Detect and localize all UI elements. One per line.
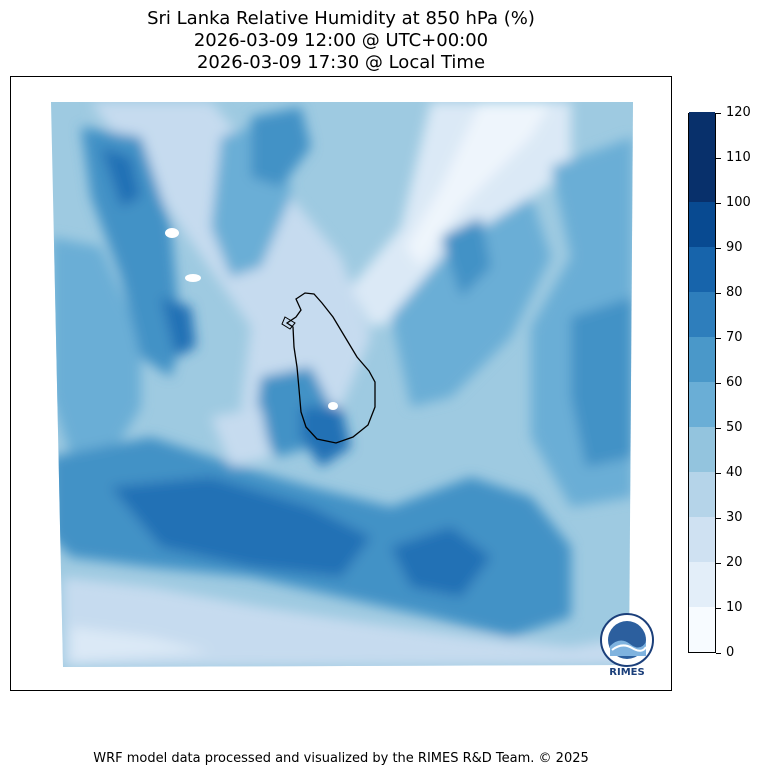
- humidity-contours: [51, 102, 633, 667]
- colorbar-tick: [716, 427, 721, 429]
- colorbar-tick-label: 70: [726, 330, 743, 345]
- colorbar-segment: [689, 156, 715, 202]
- map-subtitle-utc: 2026-03-09 12:00 @ UTC+00:00: [193, 30, 489, 51]
- colorbar-tick: [716, 247, 721, 249]
- colorbar-tick-label: 60: [726, 375, 743, 390]
- colorbar-segment: [689, 201, 715, 247]
- colorbar-segment: [689, 516, 715, 562]
- rimes-logo: RIMES: [598, 612, 656, 678]
- colorbar-segment: [689, 426, 715, 472]
- colorbar-tick: [716, 202, 721, 204]
- colorbar-segment: [689, 606, 715, 652]
- colorbar-tick: [716, 157, 721, 159]
- no-data-patch: [185, 274, 201, 282]
- colorbar-tick: [716, 292, 721, 294]
- colorbar-tick-label: 90: [726, 240, 743, 255]
- colorbar-tick-label: 20: [726, 555, 743, 570]
- sri-lanka-coastline: [281, 316, 296, 330]
- map-subtitle-local: 2026-03-09 17:30 @ Local Time: [196, 52, 486, 73]
- colorbar-tick: [716, 112, 721, 114]
- colorbar-tick-label: 120: [726, 105, 751, 120]
- colorbar-tick-label: 40: [726, 465, 743, 480]
- map-frame: [10, 76, 672, 691]
- colorbar-segment: [689, 381, 715, 427]
- colorbar-tick-label: 10: [726, 600, 743, 615]
- colorbar-tick: [716, 652, 721, 654]
- colorbar-segment: [689, 246, 715, 292]
- colorbar-tick: [716, 562, 721, 564]
- colorbar-segment: [689, 471, 715, 517]
- colorbar-tick-label: 50: [726, 420, 743, 435]
- colorbar-tick-label: 0: [726, 645, 735, 660]
- no-data-patch: [165, 228, 179, 238]
- colorbar-tick: [716, 517, 721, 519]
- colorbar-tick: [716, 607, 721, 609]
- logo-text: RIMES: [609, 667, 645, 678]
- colorbar-tick: [716, 472, 721, 474]
- colorbar-tick-label: 30: [726, 510, 743, 525]
- colorbar-segment: [689, 291, 715, 337]
- footer-credit: WRF model data processed and visualized …: [93, 751, 589, 766]
- colorbar-segment: [689, 336, 715, 382]
- colorbar-tick-label: 110: [726, 150, 751, 165]
- colorbar-tick: [716, 382, 721, 384]
- colorbar-tick: [716, 337, 721, 339]
- colorbar-segment: [689, 561, 715, 607]
- colorbar-tick-label: 80: [726, 285, 743, 300]
- map-title: Sri Lanka Relative Humidity at 850 hPa (…: [147, 8, 535, 29]
- humidity-map: [51, 102, 633, 667]
- colorbar-segment: [689, 111, 715, 157]
- colorbar: [688, 111, 716, 653]
- colorbar-tick-label: 100: [726, 195, 751, 210]
- no-data-patch: [328, 402, 338, 410]
